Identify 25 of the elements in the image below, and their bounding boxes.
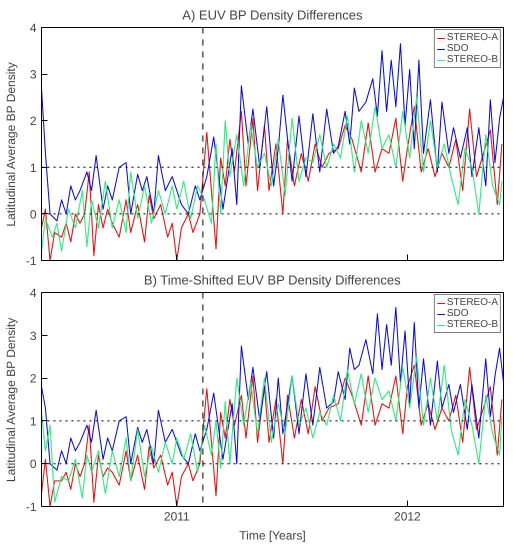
y-tick-label: 3 bbox=[30, 328, 37, 343]
y-tick-label: 4 bbox=[30, 286, 37, 300]
chart-title: A) EUV BP Density Differences bbox=[182, 8, 363, 22]
chart-title: B) Time-Shifted EUV BP Density Differences bbox=[144, 272, 402, 288]
legend-label: STEREO-A bbox=[446, 297, 498, 308]
x-axis-title: Time [Years] bbox=[239, 528, 306, 542]
legend-label: STEREO-B bbox=[446, 319, 498, 330]
y-tick-label: 0 bbox=[30, 457, 37, 472]
y-tick-label: -1 bbox=[26, 500, 37, 514]
y-tick-label: 0 bbox=[30, 207, 37, 222]
y-tick-label: 4 bbox=[30, 21, 37, 35]
y-tick-label: 3 bbox=[30, 68, 37, 82]
x-tick-label: 2011 bbox=[164, 510, 190, 524]
y-tick-label: 1 bbox=[30, 414, 37, 428]
y-axis-title: Latitudinal Average BP Density bbox=[4, 62, 18, 227]
y-tick-label: 2 bbox=[30, 372, 37, 386]
legend-label: SDO bbox=[446, 43, 469, 54]
y-tick-label: 1 bbox=[30, 160, 37, 175]
legend-label: SDO bbox=[446, 308, 469, 319]
legend-label: STEREO-B bbox=[446, 54, 498, 65]
y-axis-title: Latitudinal Average BP Density bbox=[4, 318, 18, 482]
y-tick-label: -1 bbox=[26, 254, 37, 268]
legend-label: STEREO-A bbox=[446, 32, 498, 43]
y-tick-label: 2 bbox=[30, 114, 37, 128]
x-tick-label: 2012 bbox=[394, 510, 422, 524]
